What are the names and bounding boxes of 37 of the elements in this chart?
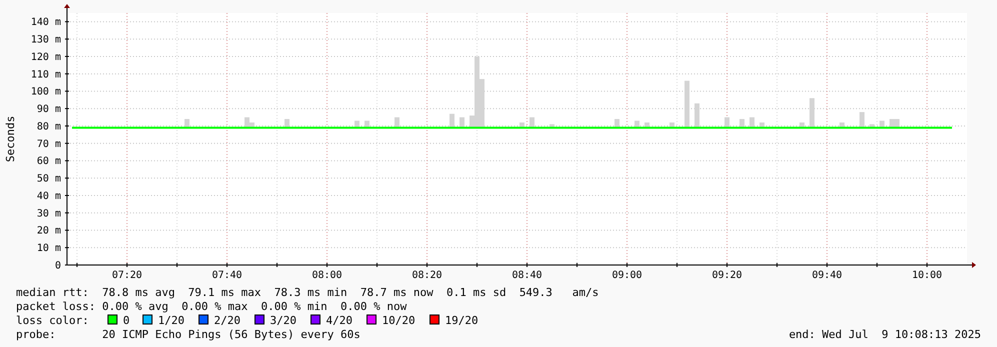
y-tick-label: 100 m: [30, 86, 61, 98]
x-tick-label: 08:40: [512, 270, 542, 281]
x-tick-label: 09:00: [612, 270, 642, 281]
y-tick-label: 130 m: [30, 34, 61, 46]
text: median rtt: 78.8 ms avg 79.1 ms max 78.3 ms min 78.7 ms now 0.1 ms sd 549.3 am/s: [16, 286, 599, 299]
text: probe: 20 ICMP Echo Pings (56 Bytes) every 60s: [16, 328, 360, 341]
x-tick-label: 09:20: [712, 270, 742, 281]
y-tick-label: 0: [54, 260, 61, 272]
x-tick-label: 09:40: [812, 270, 842, 281]
y-tick-label: 50 m: [36, 174, 61, 185]
x-tick-label: 08:20: [412, 270, 442, 281]
legend-title: loss color:: [16, 314, 89, 327]
y-tick-label: 60 m: [36, 156, 61, 168]
legend-label: 3/20: [270, 314, 296, 327]
legend-label: 0: [123, 314, 130, 327]
text: end: Wed Jul 9 10:08:13 2025: [788, 328, 981, 341]
x-tick-label: 10:00: [912, 270, 942, 281]
y-tick-label: 110 m: [30, 69, 61, 80]
y-tick-label: 70 m: [36, 138, 61, 150]
legend-label: 10/20: [382, 314, 416, 327]
legend-label: 4/20: [326, 314, 352, 327]
y-tick-label: 80 m: [36, 121, 61, 132]
y-tick-label: 10 m: [36, 243, 61, 254]
legend-label: 2/20: [214, 314, 240, 327]
y-axis-title: Seconds: [4, 116, 17, 162]
y-tick-label: 90 m: [36, 104, 61, 116]
y-tick-label: 30 m: [36, 208, 61, 220]
legend-label: 1/20: [158, 314, 184, 327]
x-tick-label: 08:00: [312, 270, 342, 281]
y-tick-label: 40 m: [36, 190, 61, 202]
y-tick-label: 120 m: [30, 52, 61, 63]
y-tick-label: 20 m: [36, 226, 61, 237]
y-tick-label: 140 m: [30, 17, 61, 28]
x-tick-label: 07:40: [212, 270, 242, 281]
x-tick-label: 07:20: [112, 270, 142, 281]
text: packet loss: 0.00 % avg 0.00 % max 0.00 % min 0.00 % now: [16, 300, 408, 313]
legend-label: 19/20: [445, 314, 478, 327]
